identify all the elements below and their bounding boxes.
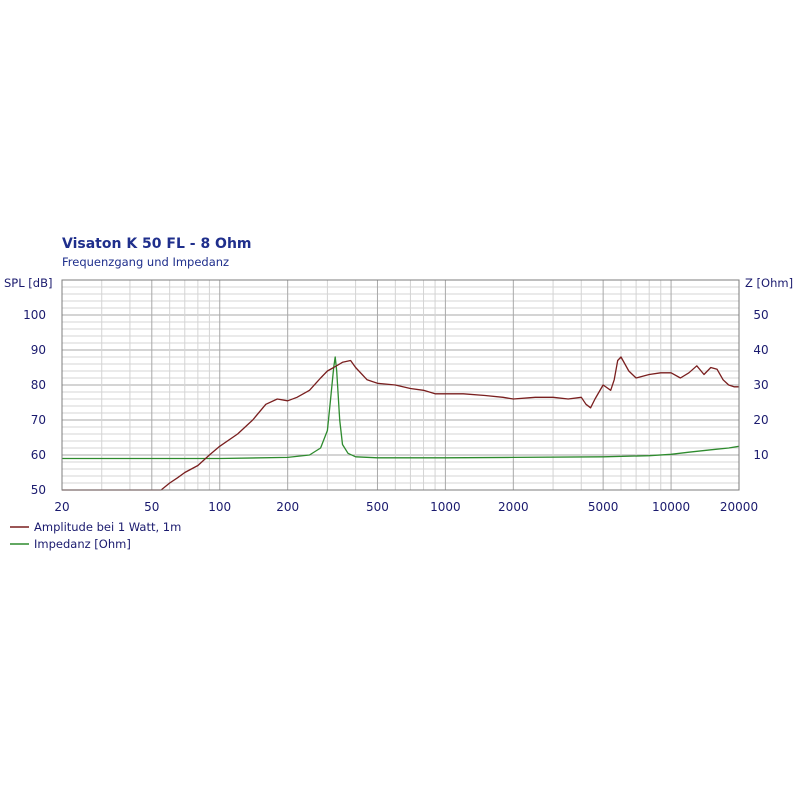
series-line-amplitude — [62, 356, 739, 491]
y-axis-right-label: Z [Ohm] — [745, 276, 793, 290]
x-tick-label: 2000 — [498, 500, 529, 514]
plot-frame — [61, 279, 740, 491]
legend-label-impedance: Impedanz [Ohm] — [34, 537, 131, 551]
legend-label-amplitude: Amplitude bei 1 Watt, 1m — [34, 520, 181, 534]
series-line-impedance — [62, 356, 740, 460]
y-left-tick-label: 80 — [31, 378, 46, 392]
x-tick-label: 50 — [144, 500, 159, 514]
y-right-tick-label: 50 — [753, 308, 768, 322]
y-right-tick-label: 20 — [753, 413, 768, 427]
x-tick-label: 20 — [54, 500, 69, 514]
x-tick-label: 100 — [208, 500, 231, 514]
y-left-tick-label: 60 — [31, 448, 46, 462]
y-axis-left-label: SPL [dB] — [4, 276, 52, 290]
chart-subtitle: Frequenzgang und Impedanz — [62, 255, 229, 269]
y-right-tick-label: 30 — [753, 378, 768, 392]
x-tick-label: 10000 — [652, 500, 690, 514]
x-tick-label: 200 — [276, 500, 299, 514]
y-left-tick-label: 70 — [31, 413, 46, 427]
y-right-tick-label: 40 — [753, 343, 768, 357]
legend: Amplitude bei 1 Watt, 1m Impedanz [Ohm] — [10, 520, 181, 551]
x-tick-label: 500 — [366, 500, 389, 514]
y-left-tick-label: 90 — [31, 343, 46, 357]
y-right-tick-label: 10 — [753, 448, 768, 462]
y-left-tick-label: 100 — [23, 308, 46, 322]
y-left-tick-label: 50 — [31, 483, 46, 497]
x-tick-label: 20000 — [720, 500, 758, 514]
chart-title: Visaton K 50 FL - 8 Ohm — [62, 236, 252, 252]
series-lines — [62, 356, 740, 491]
grid — [62, 280, 739, 490]
x-tick-label: 1000 — [430, 500, 461, 514]
x-tick-label: 5000 — [588, 500, 619, 514]
axis-ticks: 20 50 100 200 500 1000 2000 5000 10000 20000 50 60 7… — [23, 308, 769, 514]
